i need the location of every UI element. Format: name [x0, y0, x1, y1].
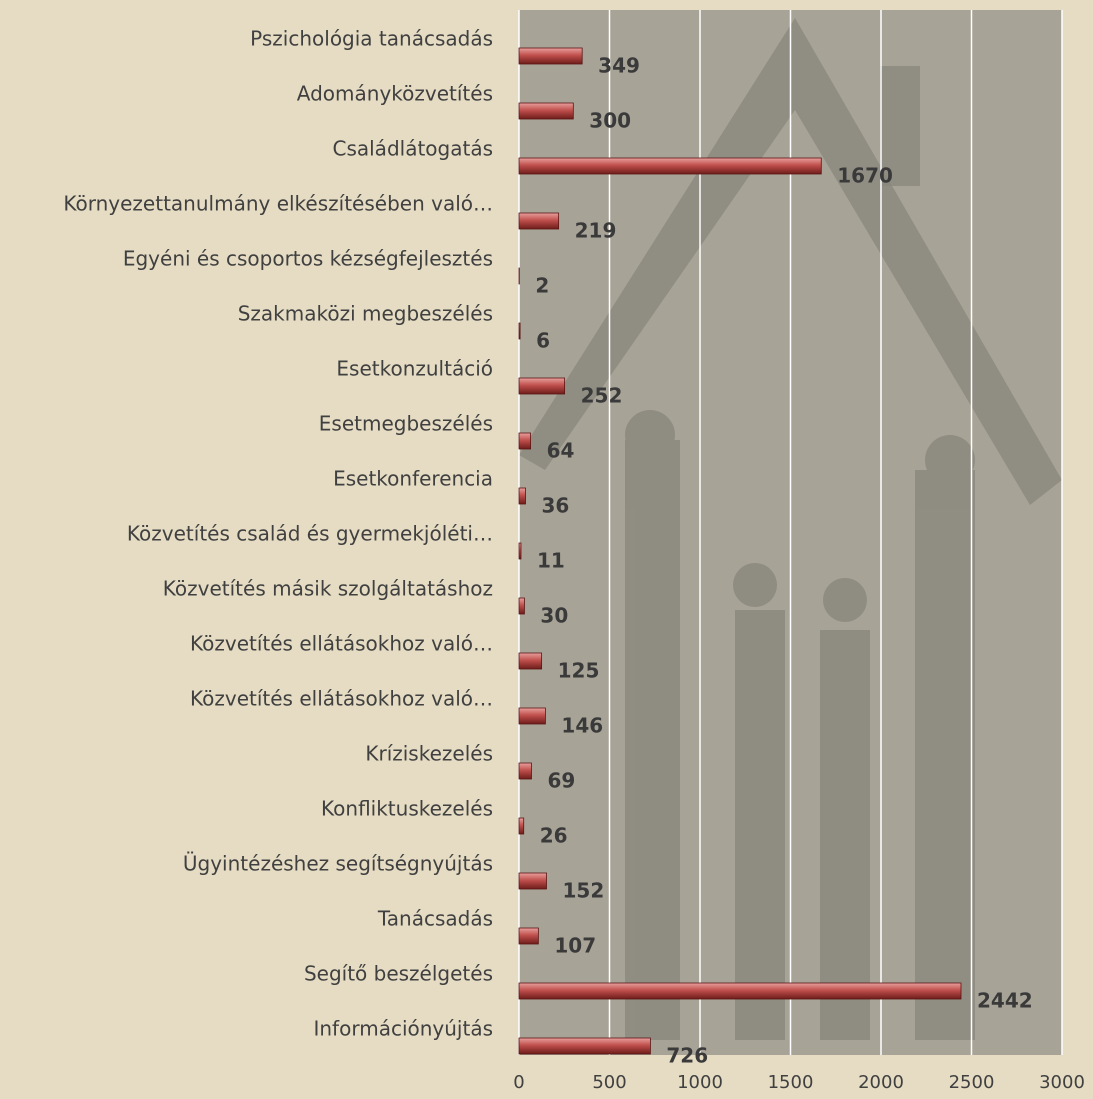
y-tick-label: Családlátogatás — [332, 137, 493, 161]
bar — [519, 983, 961, 999]
x-tick-label: 1500 — [768, 1072, 814, 1093]
value-label: 107 — [554, 934, 596, 958]
bar — [519, 1038, 650, 1054]
value-label: 252 — [581, 384, 623, 408]
y-tick-label: Egyéni és csoportos kézségfejlesztés — [123, 247, 493, 271]
y-tick-label: Konfliktuskezelés — [321, 797, 493, 821]
x-tick-label: 3000 — [1039, 1072, 1085, 1093]
value-label: 2 — [535, 274, 549, 298]
y-tick-label: Ügyintézéshez segítségnyújtás — [183, 852, 493, 876]
y-tick-label: Szakmaközi megbeszélés — [238, 302, 493, 326]
x-tick-label: 500 — [592, 1072, 626, 1093]
bar — [519, 708, 545, 724]
bar — [519, 873, 547, 889]
y-tick-label: Információnyújtás — [313, 1017, 493, 1041]
x-tick-label: 2000 — [858, 1072, 904, 1093]
y-tick-label: Tanácsadás — [377, 907, 493, 931]
x-tick-label: 2500 — [949, 1072, 995, 1093]
y-tick-label: Közvetítés másik szolgáltatáshoz — [163, 577, 493, 601]
bar — [519, 653, 542, 669]
y-tick-label: Esetmegbeszélés — [319, 412, 493, 436]
value-label: 125 — [558, 659, 600, 683]
bar — [519, 378, 565, 394]
value-label: 36 — [542, 494, 570, 518]
bar — [519, 598, 524, 614]
bar — [519, 158, 821, 174]
value-label: 69 — [547, 769, 575, 793]
y-tick-label: Kríziskezelés — [365, 742, 493, 766]
y-tick-label: Esetkonferencia — [333, 467, 493, 491]
bar — [519, 48, 582, 64]
bar — [519, 213, 559, 229]
bar — [519, 818, 524, 834]
value-label: 152 — [563, 879, 605, 903]
x-tick-label: 1000 — [677, 1072, 723, 1093]
bar — [519, 543, 521, 559]
y-tick-label: Pszichológia tanácsadás — [250, 27, 493, 51]
bar — [519, 488, 526, 504]
y-tick-label: Esetkonzultáció — [336, 357, 493, 381]
bar — [519, 433, 531, 449]
y-tick-label: Segítő beszélgetés — [304, 962, 493, 986]
y-tick-label: Közvetítés család és gyermekjóléti… — [127, 522, 493, 546]
value-label: 726 — [666, 1044, 708, 1068]
value-label: 30 — [540, 604, 568, 628]
value-label: 219 — [575, 219, 617, 243]
x-tick-label: 0 — [513, 1072, 524, 1093]
value-label: 300 — [589, 109, 631, 133]
y-tick-label: Közvetítés ellátásokhoz való… — [190, 632, 493, 656]
value-label: 26 — [540, 824, 568, 848]
value-label: 146 — [561, 714, 603, 738]
bar — [519, 323, 520, 339]
value-label: 64 — [547, 439, 575, 463]
y-tick-label: Adományközvetítés — [297, 82, 493, 106]
value-label: 6 — [536, 329, 550, 353]
y-tick-label: Környezettanulmány elkészítésében való… — [63, 192, 493, 216]
value-label: 349 — [598, 54, 640, 78]
bar — [519, 103, 573, 119]
y-tick-label: Közvetítés ellátásokhoz való… — [190, 687, 493, 711]
value-label: 11 — [537, 549, 565, 573]
value-label: 1670 — [837, 164, 893, 188]
bar — [519, 763, 531, 779]
value-label: 2442 — [977, 989, 1033, 1013]
bar — [519, 928, 538, 944]
